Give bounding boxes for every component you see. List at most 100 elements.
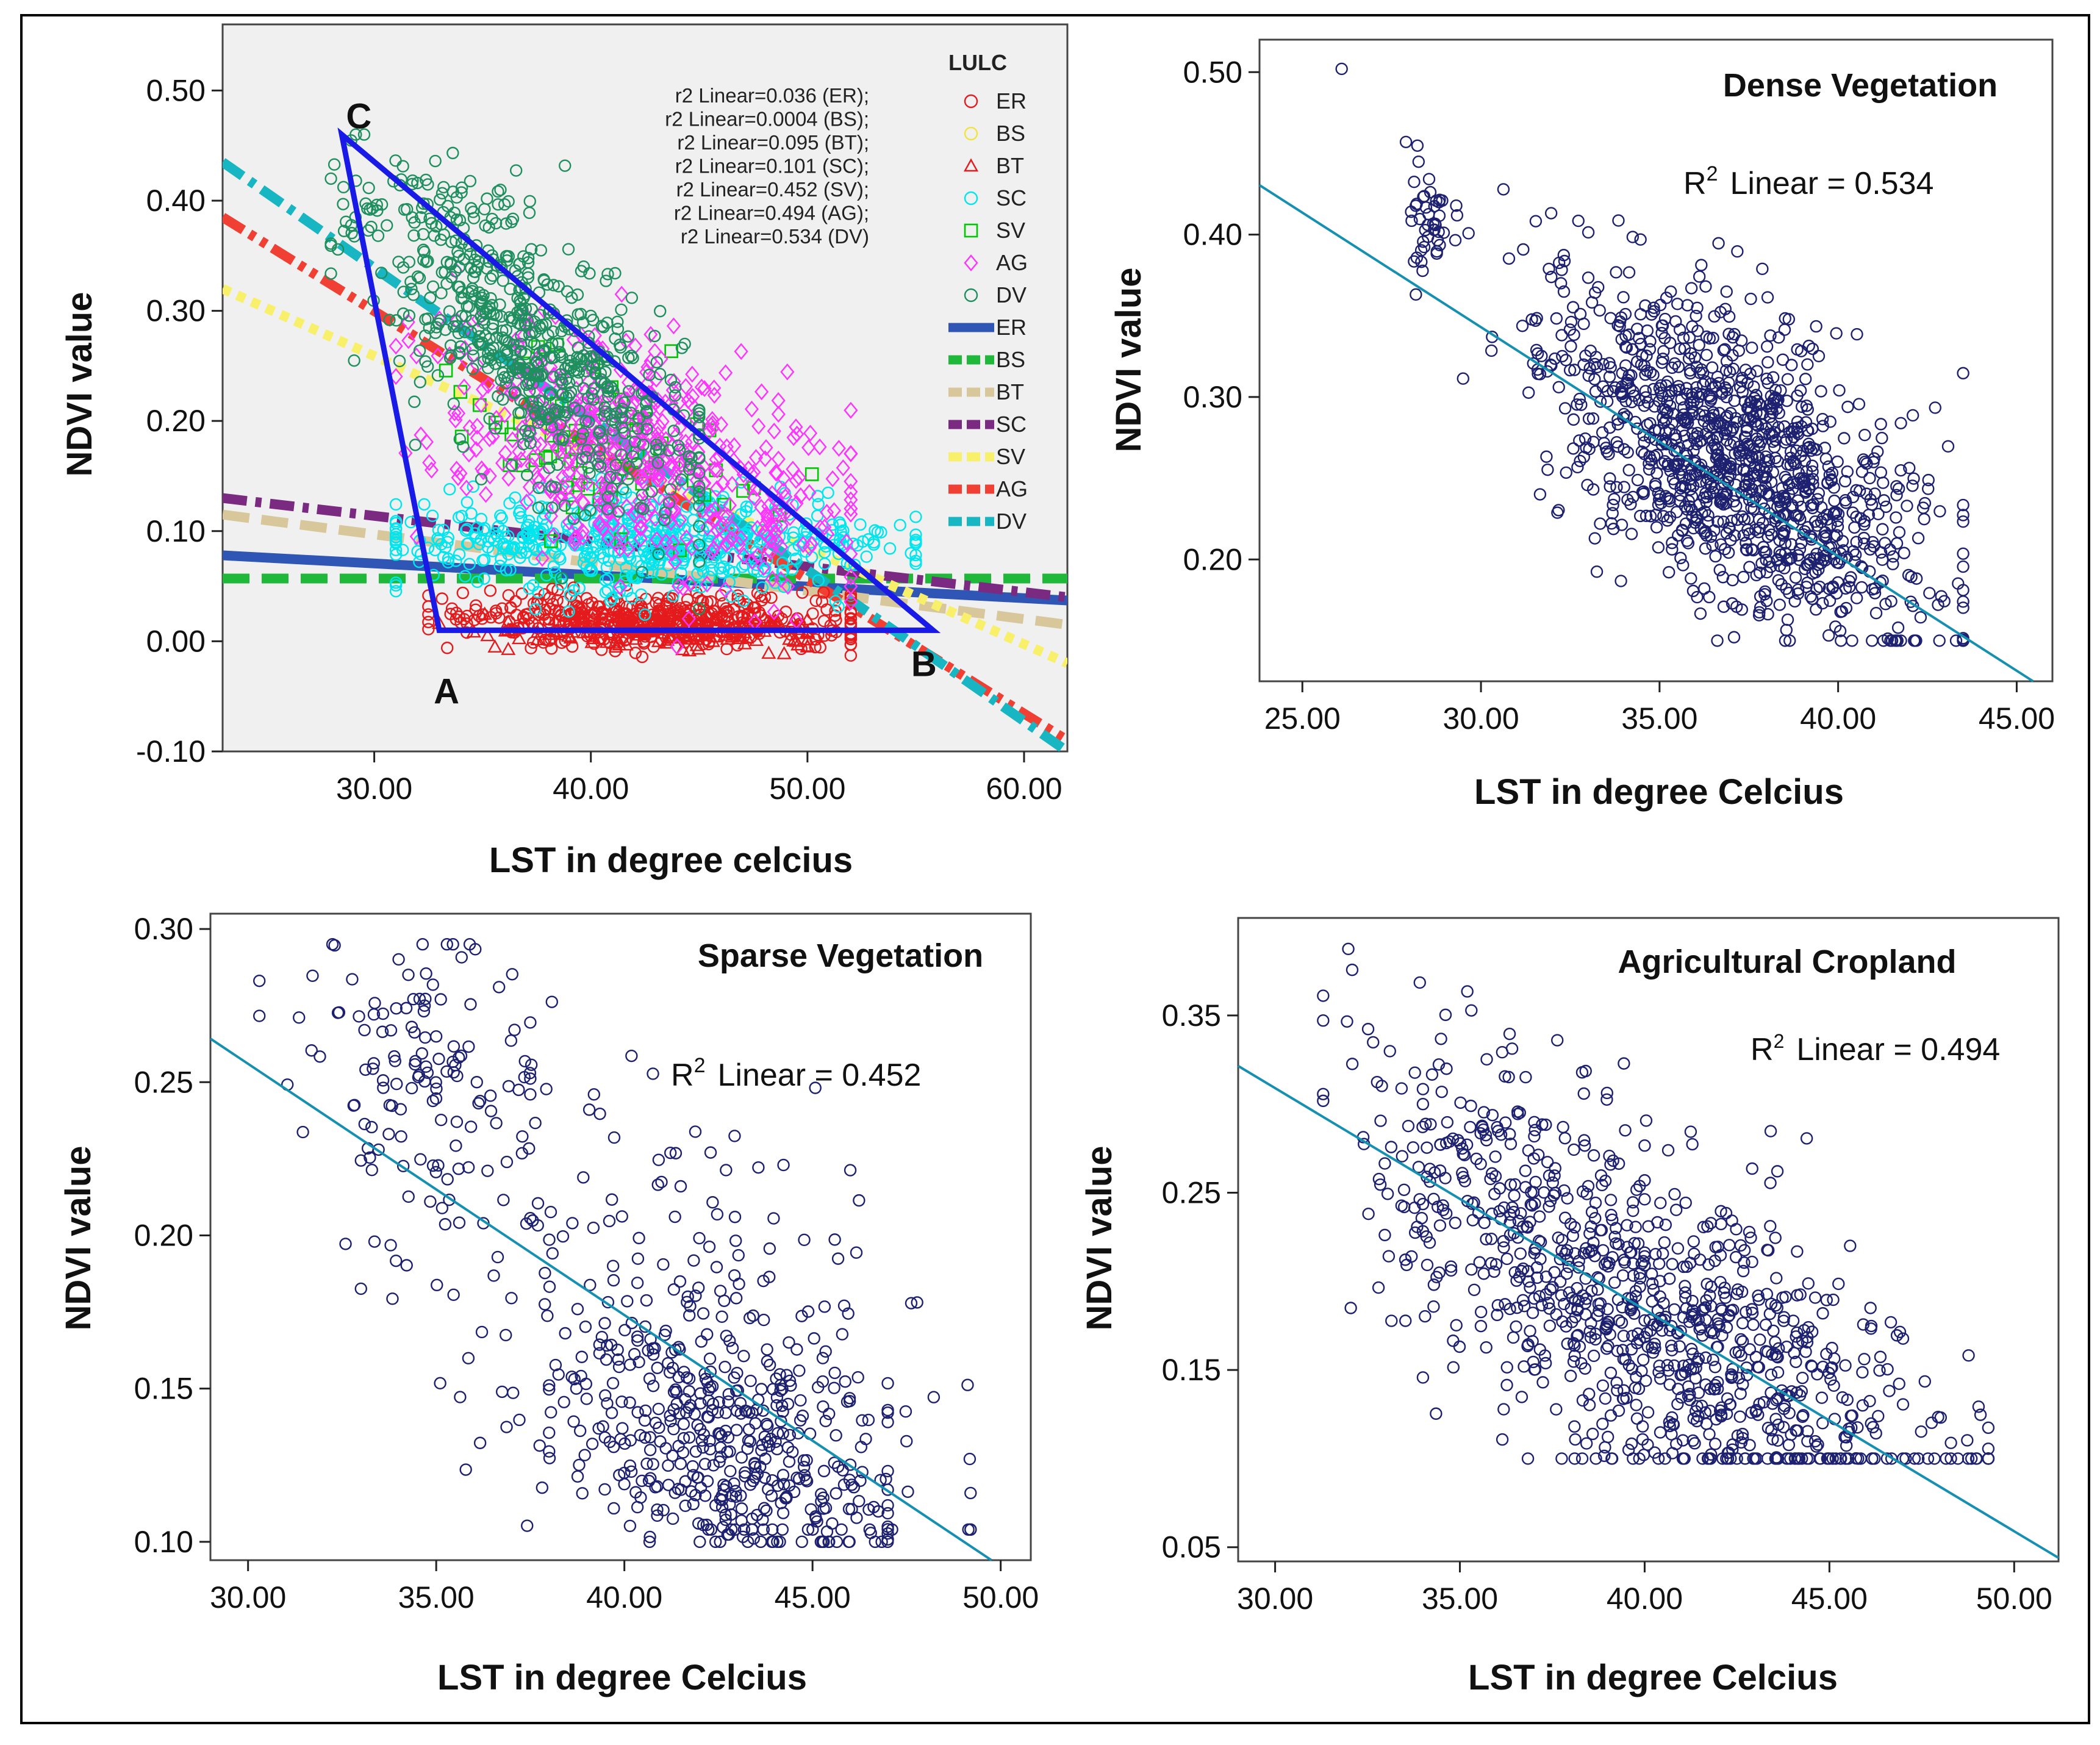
data-point [1619,307,1632,321]
data-point [389,368,403,385]
data-point [1649,509,1663,521]
data-point [687,1254,700,1267]
data-point [428,543,442,557]
data-point [429,1092,443,1105]
data-point [1643,450,1656,463]
data-point [1474,1127,1487,1140]
data-point [1750,568,1763,582]
data-point [784,1379,797,1392]
data-point [1806,465,1819,478]
data-point [1686,1294,1699,1308]
data-point [636,473,650,490]
data-point [881,1533,894,1546]
data-point [409,439,422,451]
data-point [493,559,506,572]
data-point [894,518,906,532]
data-point [1382,1250,1396,1263]
data-point [693,500,706,512]
data-point [446,146,459,160]
data-point [1771,1301,1783,1314]
data-point [412,1069,426,1082]
data-point [1491,1299,1505,1312]
data-point [856,1466,869,1478]
data-point [667,373,681,390]
data-point [1746,451,1759,464]
data-point [453,1216,466,1229]
data-point [794,1394,807,1407]
data-point [1830,506,1843,519]
data-point [826,1517,839,1530]
data-point [693,492,706,504]
data-point [1650,521,1663,534]
data-point [463,557,476,571]
data-point [1427,1192,1440,1205]
data-point [447,404,462,421]
data-point [569,454,584,471]
data-point [441,536,454,548]
data-point [1539,1118,1552,1131]
data-point [487,1269,500,1282]
data-point [377,1081,390,1094]
data-point [689,637,704,651]
data-point [722,1395,735,1408]
data-point [651,1361,664,1374]
data-point [581,546,594,560]
data-point [709,1535,722,1549]
data-point [1405,206,1417,218]
data-point [1317,1094,1330,1108]
data-point [1803,440,1816,454]
data-point [1417,240,1431,254]
data-point [744,1374,757,1388]
data-point [1412,1161,1425,1173]
data-point [523,540,536,553]
data-point [531,1197,545,1210]
data-point [579,1377,593,1391]
data-point [787,531,800,544]
y-tick-label: 0.20 [146,404,206,438]
data-point [1794,500,1808,514]
data-point [381,219,393,232]
data-point [1728,529,1741,542]
data-point [595,520,610,537]
data-point [693,428,706,441]
data-point [729,1234,742,1247]
scatter-points [324,128,922,664]
data-point [705,415,720,432]
data-point [443,305,456,318]
data-point [625,1465,638,1478]
data-point [491,1250,504,1264]
data-point [1524,1325,1536,1338]
data-point [1372,1172,1386,1186]
data-point [1684,483,1697,496]
data-point [452,1163,465,1175]
data-point [618,637,634,651]
data-point [520,378,533,391]
data-point [1907,472,1920,485]
data-point [482,467,497,485]
data-point [1733,1410,1747,1423]
data-point [1485,344,1498,357]
data-point [819,1414,832,1428]
data-point [546,527,561,545]
data-point [1385,1141,1398,1153]
data-point [1874,546,1888,559]
data-point [375,198,389,211]
data-point [1683,1388,1696,1400]
data-point [1612,214,1625,227]
data-point [306,969,319,982]
data-point [1863,543,1877,556]
data-point [1567,1355,1580,1368]
data-point [605,1193,618,1206]
data-point [748,1458,761,1471]
data-point [462,1352,475,1365]
data-point [789,418,803,435]
data-point [669,1344,682,1356]
data-point [664,1409,676,1422]
data-point [324,267,337,280]
data-point [781,1397,795,1411]
fit-line [209,1037,992,1561]
data-point [1935,590,1948,603]
data-point [634,469,649,486]
data-point [697,1441,709,1454]
data-point [1839,1359,1852,1372]
